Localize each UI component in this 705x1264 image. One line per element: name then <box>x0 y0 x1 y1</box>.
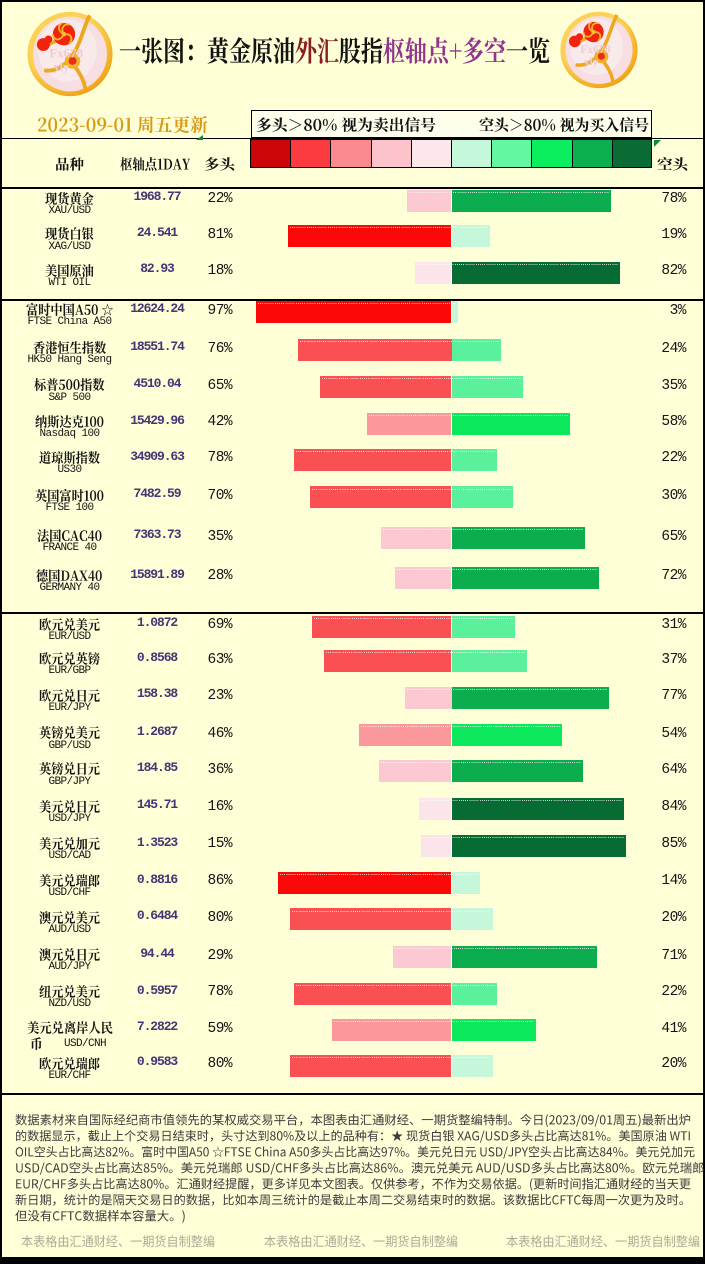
svg-text:Fx678: Fx678 <box>580 43 611 56</box>
svg-text:Fx678: Fx678 <box>49 46 83 60</box>
svg-text:yly: yly <box>584 56 598 68</box>
svg-text:yly: yly <box>54 59 69 73</box>
